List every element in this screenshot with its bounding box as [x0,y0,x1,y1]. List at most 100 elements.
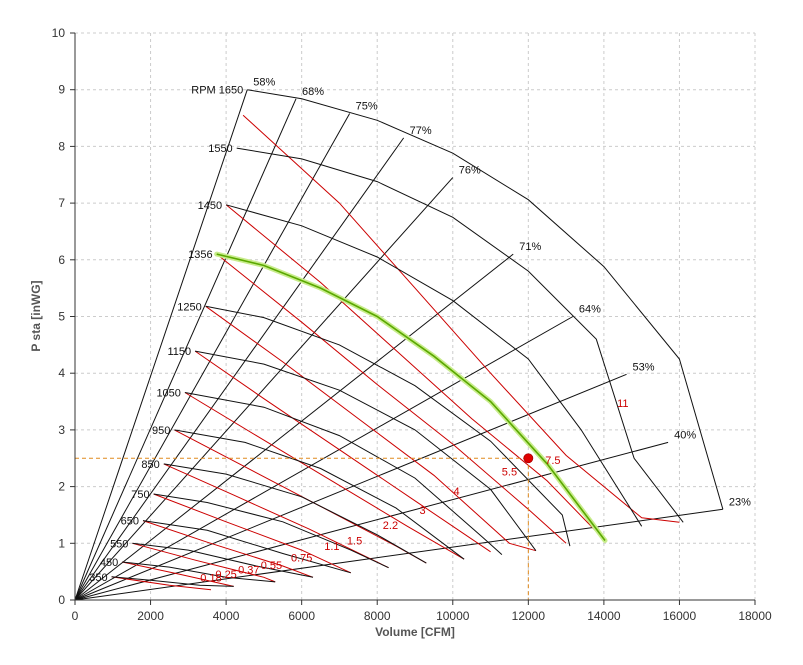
rpm-label: 850 [141,459,159,471]
curve-labels: 58% 68% 75% 77% 76% 71% 64% 53% 40% 23% 11 7.5 5.5 4 3… [89,77,751,585]
efficiency-rays [74,89,723,601]
efficiency-label: 77% [410,125,432,137]
operating-point-marker [523,453,534,464]
power-label: 0.18 [200,572,221,584]
y-tick-label: 2 [58,480,65,494]
y-axis-title: P sta [inWG] [29,280,43,351]
efficiency-ray [74,89,248,601]
efficiency-label: 53% [633,361,655,373]
y-tick-label: 10 [52,26,66,40]
efficiency-ray [74,508,723,601]
grid-layer [74,32,756,601]
x-tick-label: 0 [72,609,79,623]
y-tick-label: 6 [58,253,65,267]
power-curves [111,114,680,591]
rpm-label: RPM 1650 [191,85,243,97]
efficiency-label: 71% [519,241,541,253]
highlighted-curve [214,251,608,543]
rpm-label: 650 [121,516,139,528]
efficiency-ray [74,113,351,601]
rpm-curve [122,561,276,583]
rpm-label: 1250 [177,301,201,313]
x-tick-label: 16000 [663,609,697,623]
power-curve [132,542,276,583]
power-curve [194,350,491,553]
rpm-curve [132,542,314,578]
power-label: 4 [453,486,459,498]
rpm-label: 450 [100,557,118,569]
rpm-label: 350 [89,572,107,584]
power-curve [163,463,389,569]
rpm-curve [236,147,684,523]
highlighted-curve-line [216,253,606,541]
power-label: 11 [617,398,628,410]
efficiency-label: 75% [356,101,378,113]
rpm-curve [184,392,503,555]
power-label: 0.37 [238,564,259,576]
efficiency-ray [74,137,405,601]
efficiency-ray [74,177,454,601]
x-tick-label: 18000 [738,609,772,623]
x-tick-label: 6000 [288,609,315,623]
efficiency-ray [74,373,627,601]
efficiency-ray [74,253,514,601]
y-tick-label: 7 [58,196,65,210]
axes: 0 2000 4000 6000 8000 10000 12000 14000 16000 180… [52,26,772,623]
operating-point-crosshair [75,453,534,600]
efficiency-label: 40% [674,429,696,441]
y-tick-label: 8 [58,139,65,153]
x-tick-label: 4000 [213,609,240,623]
power-label: 0.55 [261,560,282,572]
y-tick-label: 0 [58,593,65,607]
x-tick-label: 14000 [587,609,621,623]
rpm-label: 1050 [156,387,180,399]
power-label: 0.75 [291,552,312,564]
power-curve [111,576,212,591]
efficiency-label: 23% [729,496,751,508]
y-tick-label: 3 [58,423,65,437]
rpm-curve [142,520,351,574]
x-tick-label: 2000 [137,609,164,623]
efficiency-label: 76% [459,165,481,177]
rpm-label: 750 [131,489,149,501]
efficiency-ray [74,441,669,601]
rpm-curve [225,204,643,527]
power-curve [225,204,606,541]
rpm-curve [111,576,234,587]
x-tick-label: 12000 [512,609,546,623]
power-curve [142,520,314,578]
power-curve [184,392,465,560]
y-tick-label: 9 [58,83,65,97]
rpm-curve [153,493,389,569]
rpm-curve [195,350,537,551]
power-label: 7.5 [545,455,560,467]
efficiency-label: 58% [253,77,275,89]
power-curve [216,253,567,544]
power-curve [242,114,680,523]
x-tick-label: 10000 [436,609,470,623]
power-label: 2.2 [383,520,398,532]
power-label: 1.5 [347,535,362,547]
rpm-label: 1550 [208,143,232,155]
rpm-label: 550 [110,538,128,550]
efficiency-label: 68% [302,86,324,98]
rpm-curve [174,429,465,560]
rpm-label: 950 [152,425,170,437]
rpm-curve [247,89,724,510]
efficiency-ray [74,98,297,601]
power-curve [122,561,234,587]
power-label: 3 [419,505,425,517]
rpm-label: 1450 [198,200,222,212]
power-curve [153,493,352,574]
rpm-label: 1356 [188,249,212,261]
y-tick-label: 4 [58,366,65,380]
power-label: 5.5 [502,466,517,478]
efficiency-label: 64% [579,304,601,316]
rpm-label: 1150 [167,346,191,358]
power-label: 0.25 [215,569,236,581]
y-tick-label: 5 [58,310,65,324]
rpm-curve [163,463,427,564]
y-tick-label: 1 [58,536,65,550]
x-tick-label: 8000 [364,609,391,623]
